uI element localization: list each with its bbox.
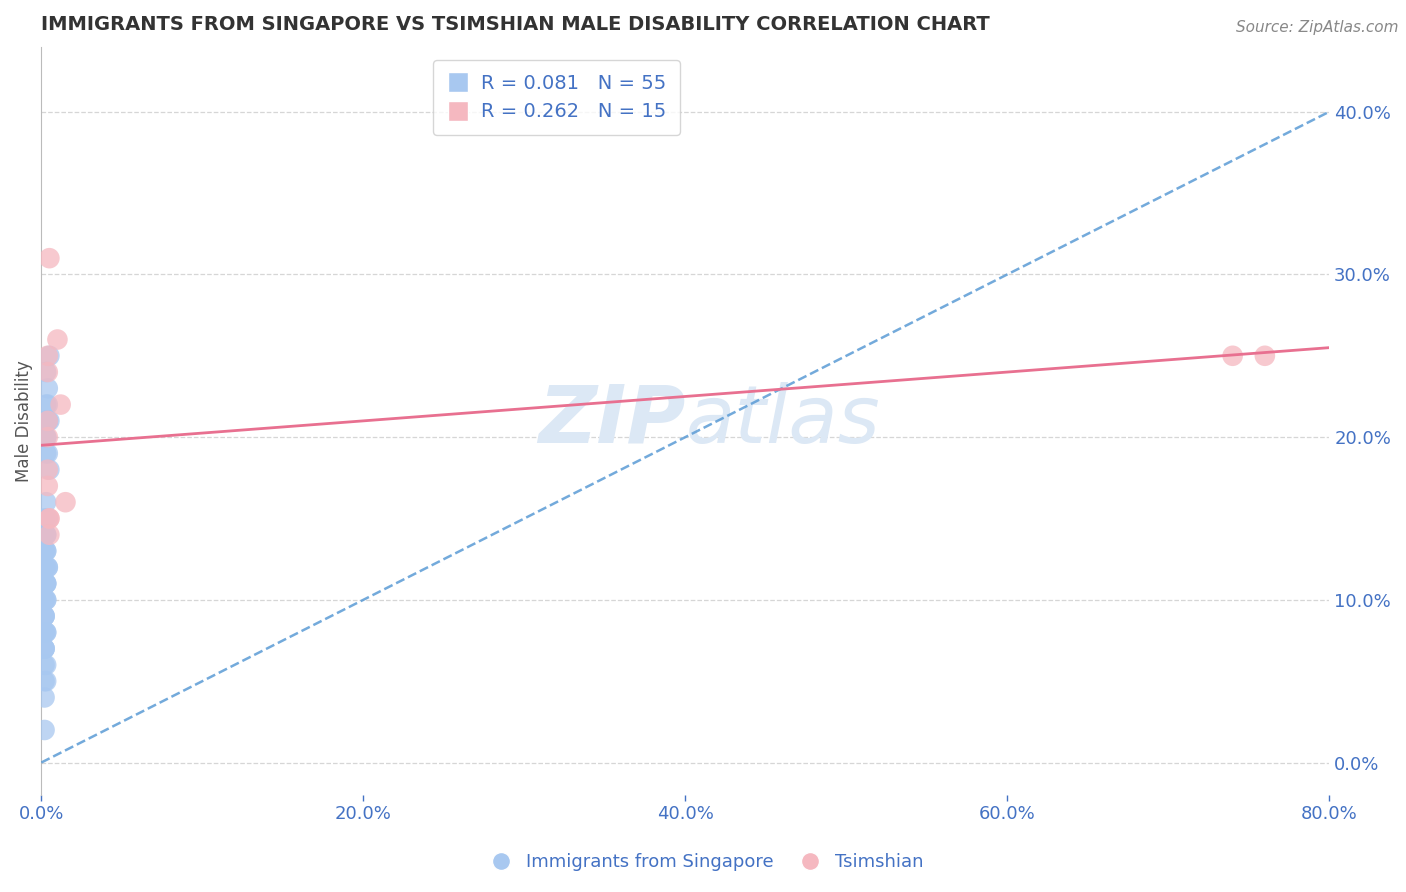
Point xyxy=(1222,349,1244,363)
Point xyxy=(34,430,56,444)
Point xyxy=(37,398,59,412)
Point xyxy=(35,674,58,689)
Point xyxy=(38,251,60,265)
Point xyxy=(34,690,56,705)
Point xyxy=(35,527,58,541)
Point xyxy=(1254,349,1277,363)
Point xyxy=(38,511,60,525)
Point xyxy=(37,560,59,574)
Text: Source: ZipAtlas.com: Source: ZipAtlas.com xyxy=(1236,20,1399,35)
Point xyxy=(38,463,60,477)
Point xyxy=(34,641,56,656)
Point xyxy=(34,625,56,640)
Point xyxy=(35,495,58,509)
Point xyxy=(35,625,58,640)
Point xyxy=(38,349,60,363)
Point xyxy=(35,657,58,672)
Point xyxy=(35,592,58,607)
Point xyxy=(49,398,72,412)
Text: ZIP: ZIP xyxy=(538,382,685,460)
Point xyxy=(34,641,56,656)
Point xyxy=(37,414,59,428)
Point xyxy=(35,365,58,379)
Point xyxy=(37,446,59,460)
Point xyxy=(37,349,59,363)
Point xyxy=(37,511,59,525)
Legend: Immigrants from Singapore, Tsimshian: Immigrants from Singapore, Tsimshian xyxy=(475,847,931,879)
Point xyxy=(34,723,56,737)
Point xyxy=(34,544,56,558)
Point xyxy=(34,560,56,574)
Point xyxy=(35,576,58,591)
Point xyxy=(35,398,58,412)
Point xyxy=(35,544,58,558)
Point xyxy=(34,609,56,624)
Text: IMMIGRANTS FROM SINGAPORE VS TSIMSHIAN MALE DISABILITY CORRELATION CHART: IMMIGRANTS FROM SINGAPORE VS TSIMSHIAN M… xyxy=(41,15,990,34)
Point xyxy=(35,592,58,607)
Point xyxy=(35,544,58,558)
Point xyxy=(38,527,60,541)
Point xyxy=(35,527,58,541)
Point xyxy=(34,657,56,672)
Y-axis label: Male Disability: Male Disability xyxy=(15,360,32,482)
Point xyxy=(35,560,58,574)
Point xyxy=(37,414,59,428)
Point xyxy=(35,576,58,591)
Point xyxy=(35,446,58,460)
Point xyxy=(34,527,56,541)
Point xyxy=(34,560,56,574)
Point xyxy=(34,544,56,558)
Point xyxy=(35,414,58,428)
Point xyxy=(37,365,59,379)
Point xyxy=(37,414,59,428)
Point xyxy=(34,641,56,656)
Point xyxy=(35,430,58,444)
Point xyxy=(37,430,59,444)
Point xyxy=(34,592,56,607)
Point xyxy=(37,381,59,395)
Point xyxy=(35,625,58,640)
Point xyxy=(37,463,59,477)
Text: atlas: atlas xyxy=(685,382,880,460)
Point xyxy=(38,414,60,428)
Legend: R = 0.081   N = 55, R = 0.262   N = 15: R = 0.081 N = 55, R = 0.262 N = 15 xyxy=(433,60,681,135)
Point xyxy=(34,674,56,689)
Point xyxy=(34,609,56,624)
Point xyxy=(35,576,58,591)
Point xyxy=(34,609,56,624)
Point xyxy=(34,576,56,591)
Point xyxy=(34,592,56,607)
Point xyxy=(37,560,59,574)
Point xyxy=(37,479,59,493)
Point xyxy=(34,576,56,591)
Point xyxy=(46,333,69,347)
Point xyxy=(34,511,56,525)
Point xyxy=(55,495,77,509)
Point xyxy=(34,625,56,640)
Point xyxy=(38,511,60,525)
Point xyxy=(35,430,58,444)
